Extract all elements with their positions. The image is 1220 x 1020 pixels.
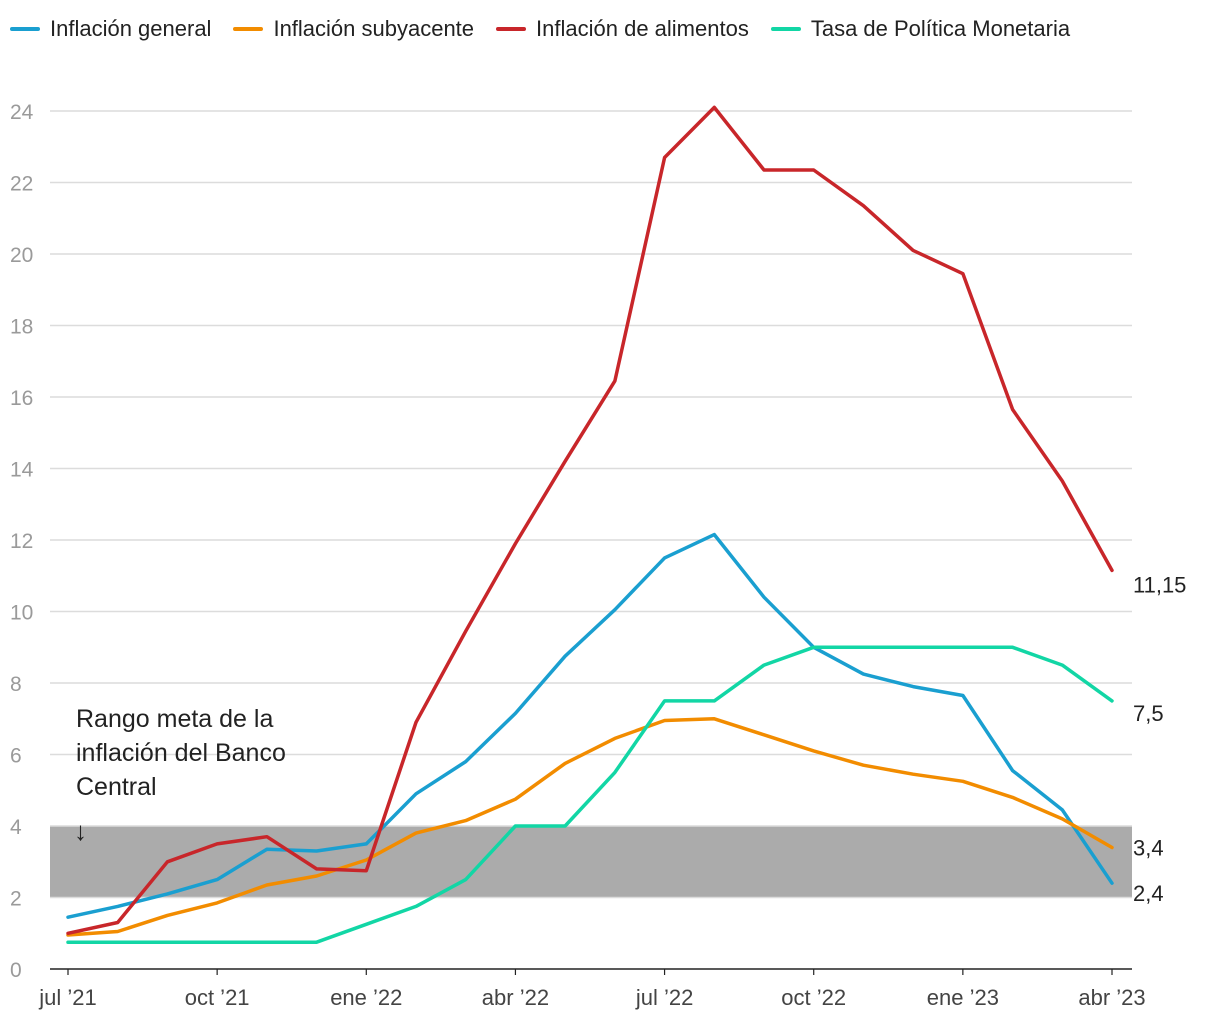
legend-item: Inflación de alimentos xyxy=(496,16,749,42)
annotation-text: Rango meta de la xyxy=(76,705,273,733)
y-tick-label: 20 xyxy=(10,244,33,267)
y-tick-label: 22 xyxy=(10,173,33,196)
y-tick-label: 24 xyxy=(10,101,34,124)
annotation-arrow: ↓ xyxy=(74,816,87,846)
series-end-label: 3,4 xyxy=(1133,835,1164,860)
x-tick-label: ene ’22 xyxy=(330,985,402,1010)
legend-label: Tasa de Política Monetaria xyxy=(810,16,1071,41)
legend-item: Inflación subyacente xyxy=(233,16,474,42)
y-tick-label: 0 xyxy=(10,959,22,982)
series-end-label: 7,5 xyxy=(1133,701,1164,726)
series-line xyxy=(66,645,1114,944)
legend-item: Inflación general xyxy=(10,16,211,42)
annotation-text: inflación del Banco xyxy=(76,739,286,767)
annotation-text: Central xyxy=(76,773,157,801)
x-tick-label: abr ’22 xyxy=(482,985,549,1010)
legend-swatch xyxy=(496,27,527,31)
y-tick-label: 4 xyxy=(10,816,22,839)
y-tick-label: 16 xyxy=(10,387,33,410)
x-tick-label: oct ’21 xyxy=(185,985,250,1010)
legend-swatch xyxy=(10,27,40,31)
series-line xyxy=(66,717,1114,937)
x-tick-label: abr ’23 xyxy=(1078,985,1145,1010)
target-range-band xyxy=(50,826,1132,898)
y-tick-label: 18 xyxy=(10,316,33,339)
y-tick-label: 14 xyxy=(10,459,34,482)
x-tick-label: oct ’22 xyxy=(781,985,846,1010)
y-tick-label: 2 xyxy=(10,888,22,911)
legend-swatch xyxy=(770,27,801,31)
x-tick-label: jul ’21 xyxy=(38,985,96,1010)
x-tick-label: jul ’22 xyxy=(635,985,693,1010)
legend-label: Inflación de alimentos xyxy=(536,16,749,41)
legend-label: Inflación general xyxy=(50,16,212,41)
series-line xyxy=(66,105,1114,936)
y-tick-label: 12 xyxy=(10,530,33,553)
series-line xyxy=(66,532,1114,919)
legend-label: Inflación subyacente xyxy=(273,16,475,41)
legend: Inflación general Inflación subyacente Inf… xyxy=(10,16,1070,42)
y-tick-label: 8 xyxy=(10,673,22,696)
y-tick-label: 6 xyxy=(10,745,22,768)
x-tick-label: ene ’23 xyxy=(927,985,999,1010)
y-tick-label: 10 xyxy=(10,602,33,625)
series-end-label: 11,15 xyxy=(1133,572,1186,597)
legend-item: Tasa de Política Monetaria xyxy=(770,16,1071,42)
legend-swatch xyxy=(233,27,264,31)
series-end-label: 2,4 xyxy=(1133,881,1164,906)
